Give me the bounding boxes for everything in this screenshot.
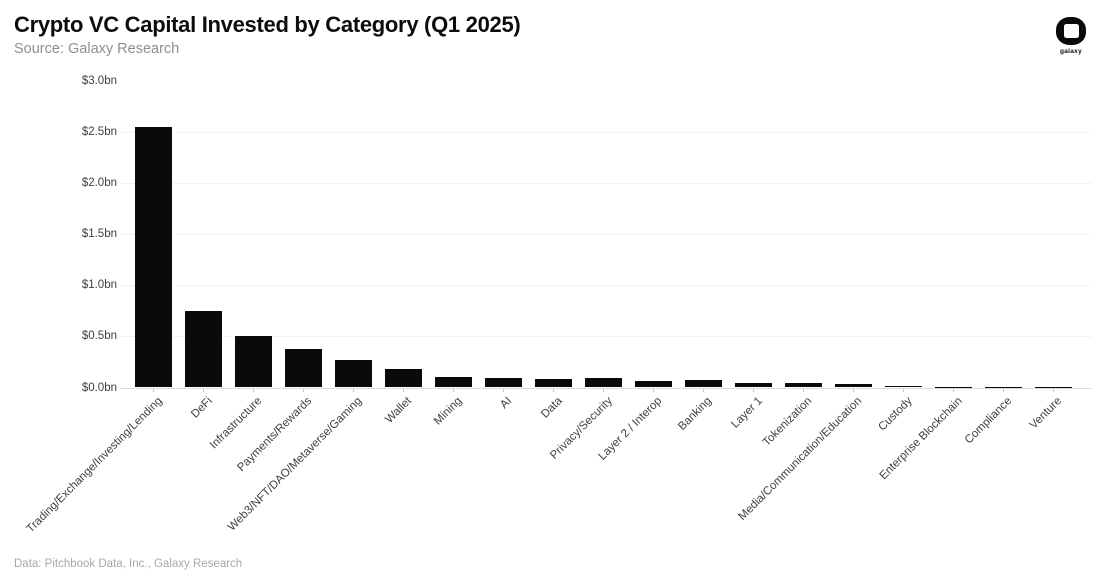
x-axis-label-text: Data	[538, 394, 565, 421]
bar	[134, 126, 172, 388]
galaxy-logo-hole	[1063, 24, 1079, 38]
bar	[484, 378, 522, 388]
x-axis-label-text: Trading/Exchange/Investing/Lending	[24, 394, 165, 535]
x-axis-tick	[453, 388, 454, 392]
x-axis-label-text: Tokenization	[760, 394, 815, 449]
y-axis-label: $1.0bn	[81, 279, 117, 292]
bar	[934, 386, 972, 388]
footer-note: Data: Pitchbook Data, Inc., Galaxy Resea…	[14, 558, 243, 570]
bar	[184, 310, 222, 388]
x-axis-label-text: Infrastructure	[208, 394, 265, 451]
bar	[784, 383, 822, 388]
x-axis-tick	[653, 388, 654, 392]
galaxy-logo-icon	[1056, 17, 1086, 45]
bar	[234, 336, 272, 388]
x-axis-tick	[1003, 388, 1004, 392]
bar	[334, 359, 372, 388]
gridline	[120, 336, 1092, 338]
x-axis-label-text: DeFi	[188, 394, 215, 421]
y-axis-label: $0.0bn	[81, 381, 117, 394]
bar	[434, 377, 472, 388]
bar	[1034, 386, 1072, 388]
x-axis-tick	[603, 388, 604, 392]
x-axis-label-text: Banking	[676, 394, 715, 433]
y-axis-label: $2.0bn	[81, 176, 117, 189]
page-title: Crypto VC Capital Invested by Category (…	[14, 12, 521, 37]
x-axis-tick	[153, 388, 154, 392]
bar	[284, 348, 322, 388]
page-subtitle: Source: Galaxy Research	[14, 41, 180, 57]
gridline	[120, 131, 1092, 133]
x-axis-tick	[853, 388, 854, 392]
bar	[984, 386, 1022, 388]
x-axis-tick	[903, 388, 904, 392]
x-axis-tick	[803, 388, 804, 392]
bar	[534, 378, 572, 388]
bar	[384, 369, 422, 388]
x-axis-label-text: AI	[498, 394, 515, 411]
x-axis-tick	[703, 388, 704, 392]
x-axis-label-text: Custody	[876, 394, 915, 433]
x-axis-tick	[403, 388, 404, 392]
gridline	[120, 285, 1092, 287]
x-axis-tick	[553, 388, 554, 392]
x-axis-label-text: Wallet	[383, 394, 415, 426]
bar	[834, 383, 872, 388]
bar	[734, 382, 772, 388]
gridline	[120, 182, 1092, 184]
x-axis-label-text: Enterprise Blockchain	[877, 394, 965, 482]
bar	[584, 378, 622, 388]
bar	[634, 380, 672, 388]
x-axis-tick	[353, 388, 354, 392]
y-axis-label: $3.0bn	[81, 74, 117, 87]
x-axis-line	[120, 387, 1092, 389]
x-axis-tick	[303, 388, 304, 392]
x-axis-tick	[203, 388, 204, 392]
x-axis-tick	[1053, 388, 1054, 392]
x-axis-label-text: Layer 1	[728, 394, 765, 431]
brand-logo: galaxy	[1054, 17, 1088, 55]
x-axis-label-text: Mining	[432, 394, 465, 427]
y-axis-label: $2.5bn	[81, 125, 117, 138]
y-axis-label: $1.5bn	[81, 228, 117, 241]
bar	[684, 380, 722, 388]
brand-label: galaxy	[1059, 48, 1083, 55]
gridline	[120, 234, 1092, 236]
x-axis-tick	[953, 388, 954, 392]
x-axis-label-text: Venture	[1027, 394, 1065, 432]
x-axis-label-text: Compliance	[963, 394, 1015, 446]
x-axis-tick	[753, 388, 754, 392]
bar	[884, 385, 922, 388]
x-axis-tick	[503, 388, 504, 392]
y-axis-label: $0.5bn	[81, 330, 117, 343]
x-axis-tick	[253, 388, 254, 392]
